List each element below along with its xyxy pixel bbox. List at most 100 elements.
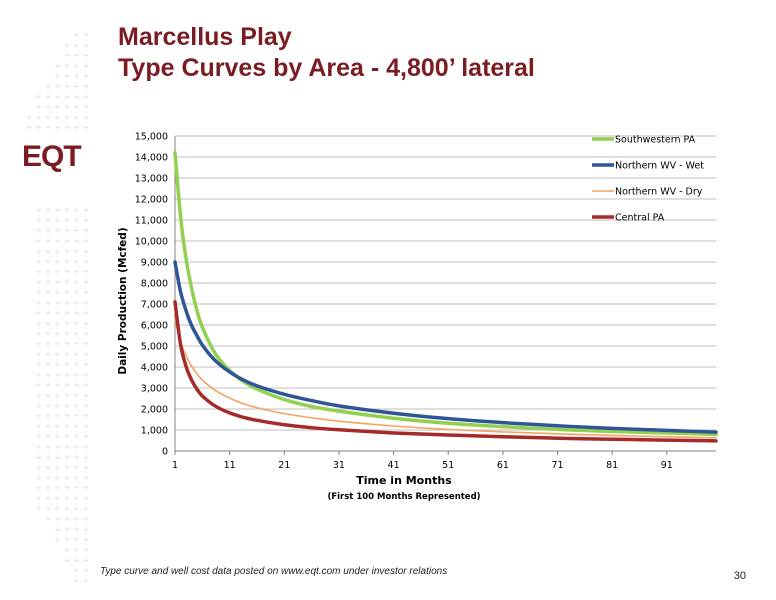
decor-dot: + bbox=[55, 278, 61, 286]
decor-dot: + bbox=[74, 62, 80, 70]
decor-dot: + bbox=[74, 525, 80, 533]
decor-dot: + bbox=[45, 453, 51, 461]
decor-dot: + bbox=[83, 412, 89, 420]
y-tick-label: 5,000 bbox=[141, 342, 168, 353]
decor-dot: + bbox=[64, 515, 70, 523]
decor-dot: + bbox=[74, 433, 80, 441]
decor-dot: + bbox=[74, 206, 80, 214]
decor-dot: + bbox=[36, 422, 42, 430]
x-tick-label: 31 bbox=[333, 460, 345, 471]
decor-dot: + bbox=[74, 237, 80, 245]
decor-dot: + bbox=[45, 340, 51, 348]
decor-dot: + bbox=[45, 464, 51, 472]
decor-dot: + bbox=[45, 113, 51, 121]
decor-dot: + bbox=[74, 443, 80, 451]
decor-dot: + bbox=[36, 237, 42, 245]
decor-dot: + bbox=[74, 216, 80, 224]
x-tick-label: 71 bbox=[551, 460, 563, 471]
footnote: Type curve and well cost data posted on … bbox=[100, 566, 448, 577]
decor-dot: + bbox=[36, 412, 42, 420]
decor-dot: + bbox=[64, 93, 70, 101]
decor-dot: + bbox=[83, 453, 89, 461]
x-tick-label: 51 bbox=[442, 460, 454, 471]
decor-dot: + bbox=[64, 433, 70, 441]
decor-dot: + bbox=[55, 206, 61, 214]
decor-dot: + bbox=[64, 299, 70, 307]
title-line-2: Type Curves by Area - 4,800’ lateral bbox=[118, 54, 535, 82]
decor-dot: + bbox=[45, 330, 51, 338]
decor-dot: + bbox=[83, 402, 89, 410]
decor-dot: + bbox=[55, 474, 61, 482]
decor-dot: + bbox=[45, 289, 51, 297]
decor-dot: + bbox=[36, 350, 42, 358]
legend: Southwestern PA Northern WV - Wet Northern… bbox=[592, 135, 704, 224]
decor-dot: + bbox=[83, 484, 89, 492]
decor-dot: + bbox=[83, 361, 89, 369]
decor-dot: + bbox=[64, 268, 70, 276]
decor-dot: + bbox=[83, 72, 89, 80]
decor-dot: + bbox=[45, 258, 51, 266]
decor-dot: + bbox=[64, 237, 70, 245]
decor-dot: + bbox=[64, 525, 70, 533]
decor-dot: + bbox=[45, 227, 51, 235]
decorative-dot-grid: ++++++++++++++++++++++++++++++++++++++++… bbox=[26, 31, 89, 585]
x-tick-label: 11 bbox=[224, 460, 236, 471]
decor-dot: + bbox=[45, 83, 51, 91]
decor-dot: + bbox=[64, 340, 70, 348]
decor-dot: + bbox=[55, 319, 61, 327]
decor-dot: + bbox=[83, 52, 89, 60]
x-axis-sublabel: (First 100 Months Represented) bbox=[327, 492, 480, 502]
decor-dot: + bbox=[74, 83, 80, 91]
decor-dot: + bbox=[36, 93, 42, 101]
decor-dot: + bbox=[83, 103, 89, 111]
decor-dot: + bbox=[55, 330, 61, 338]
decor-dot: + bbox=[45, 505, 51, 513]
decor-dot: + bbox=[64, 206, 70, 214]
decor-dot: + bbox=[45, 299, 51, 307]
decor-dot: + bbox=[74, 536, 80, 544]
decor-dot: + bbox=[55, 505, 61, 513]
decor-dot: + bbox=[74, 309, 80, 317]
decor-dot: + bbox=[64, 216, 70, 224]
y-tick-label: 13,000 bbox=[135, 174, 168, 185]
decor-dot: + bbox=[45, 402, 51, 410]
decor-dot: + bbox=[83, 93, 89, 101]
decor-dot: + bbox=[64, 124, 70, 132]
decor-dot: + bbox=[64, 62, 70, 70]
y-tick-labels: 0 1,000 2,000 3,000 4,000 5,000 6,000 7,000 8,00… bbox=[135, 132, 168, 458]
decor-dot: + bbox=[64, 484, 70, 492]
decor-dot: + bbox=[36, 289, 42, 297]
decor-dot: + bbox=[83, 319, 89, 327]
series-line-central-pa bbox=[173, 300, 718, 443]
decor-dot: + bbox=[55, 381, 61, 389]
decor-dot: + bbox=[74, 381, 80, 389]
decor-dot: + bbox=[74, 299, 80, 307]
decor-dot: + bbox=[83, 433, 89, 441]
decor-dot: + bbox=[74, 93, 80, 101]
decor-dot: + bbox=[83, 536, 89, 544]
decor-dot: + bbox=[55, 453, 61, 461]
decor-dot: + bbox=[55, 103, 61, 111]
decor-dot: + bbox=[36, 247, 42, 255]
decor-dot: + bbox=[55, 536, 61, 544]
decor-dot: + bbox=[74, 371, 80, 379]
decor-dot: + bbox=[83, 381, 89, 389]
decor-dot: + bbox=[83, 268, 89, 276]
decor-dot: + bbox=[74, 247, 80, 255]
decor-dot: + bbox=[83, 31, 89, 39]
series-line-northern-wv-dry bbox=[174, 317, 717, 439]
title-line-1: Marcellus Play bbox=[118, 23, 292, 51]
decor-dot: + bbox=[64, 278, 70, 286]
decor-dot: + bbox=[36, 474, 42, 482]
decor-dot: + bbox=[45, 103, 51, 111]
decor-dot: + bbox=[36, 278, 42, 286]
decor-dot: + bbox=[45, 515, 51, 523]
decor-dot: + bbox=[36, 216, 42, 224]
decor-dot: + bbox=[55, 93, 61, 101]
decor-dot: + bbox=[64, 227, 70, 235]
decor-dot: + bbox=[36, 319, 42, 327]
decor-dot: + bbox=[83, 227, 89, 235]
decor-dot: + bbox=[36, 381, 42, 389]
decor-dot: + bbox=[36, 443, 42, 451]
decor-dot: + bbox=[83, 289, 89, 297]
